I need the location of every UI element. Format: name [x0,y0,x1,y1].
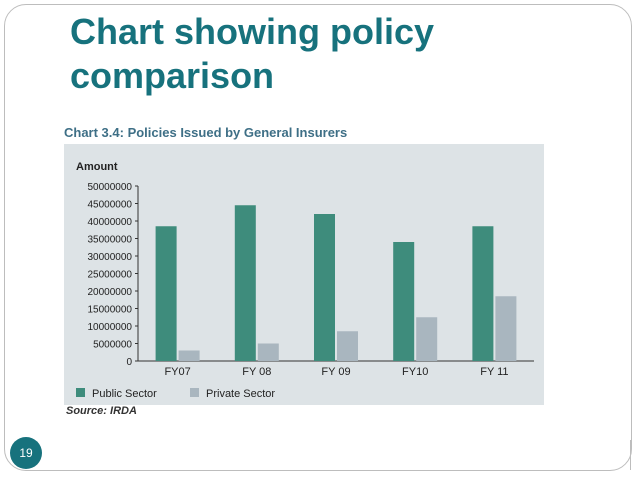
x-tick-label: FY07 [164,366,190,378]
y-tick-label: 50000000 [88,182,133,193]
y-tick-label: 45000000 [88,200,133,211]
bar-public-2 [314,214,335,361]
y-tick-label: 10000000 [88,322,133,333]
y-tick-label: 20000000 [88,287,133,298]
bar-private-3 [416,317,438,361]
slide-title: Chart showing policy comparison [70,10,530,98]
y-tick-label: 5000000 [93,340,132,351]
x-tick-label: FY 08 [242,366,271,378]
chart-panel: Amount 50000000 45000000 40000000 35000000 30… [64,144,544,405]
frame-edge-line [630,440,631,470]
slide-title-line2: comparison [70,55,275,96]
y-tick-label: 40000000 [88,217,133,228]
x-tick-label: FY 11 [480,366,508,378]
slide-title-line1: Chart showing policy [70,11,435,52]
bar-private-4 [495,296,517,361]
y-axis-label: Amount [76,161,118,173]
bar-chart: Amount5000000045000000400000003500000030… [76,161,534,400]
y-tick-label: 35000000 [88,235,133,246]
y-tick-label: 15000000 [88,305,133,316]
legend-label-1: Private Sector [206,388,275,400]
bar-public-4 [472,226,494,361]
x-tick-label: FY10 [402,366,428,378]
bar-public-3 [393,242,415,361]
x-tick-label: FY 09 [321,366,350,378]
legend-swatch-0 [76,388,85,397]
bar-private-1 [257,343,279,361]
y-tick-label: 25000000 [88,270,133,281]
bar-private-0 [178,350,200,361]
chart-title: Chart 3.4: Policies Issued by General In… [64,125,348,140]
y-tick-label: 30000000 [88,252,133,263]
y-tick-label: 0 [126,357,132,368]
bar-public-0 [155,226,177,361]
chart-source: Source: IRDA [66,405,137,417]
legend-swatch-1 [190,388,199,397]
bar-private-2 [337,331,358,361]
bar-public-1 [234,205,256,361]
page-number-badge: 19 [10,437,42,469]
legend-label-0: Public Sector [92,388,157,400]
